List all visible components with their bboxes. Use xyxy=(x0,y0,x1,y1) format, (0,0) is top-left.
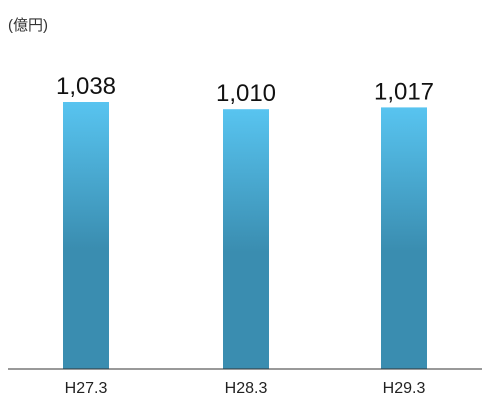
bar-H27.3 xyxy=(63,102,109,369)
unit-label: (億円) xyxy=(8,17,48,34)
bar-H29.3 xyxy=(381,107,427,369)
value-label: 1,038 xyxy=(56,73,116,100)
x-tick-label: H29.3 xyxy=(383,380,426,397)
x-tick-label: H28.3 xyxy=(225,380,268,397)
bar-H28.3 xyxy=(223,109,269,370)
value-label: 1,017 xyxy=(374,78,434,105)
value-label: 1,010 xyxy=(216,80,276,107)
x-tick-label: H27.3 xyxy=(65,380,108,397)
